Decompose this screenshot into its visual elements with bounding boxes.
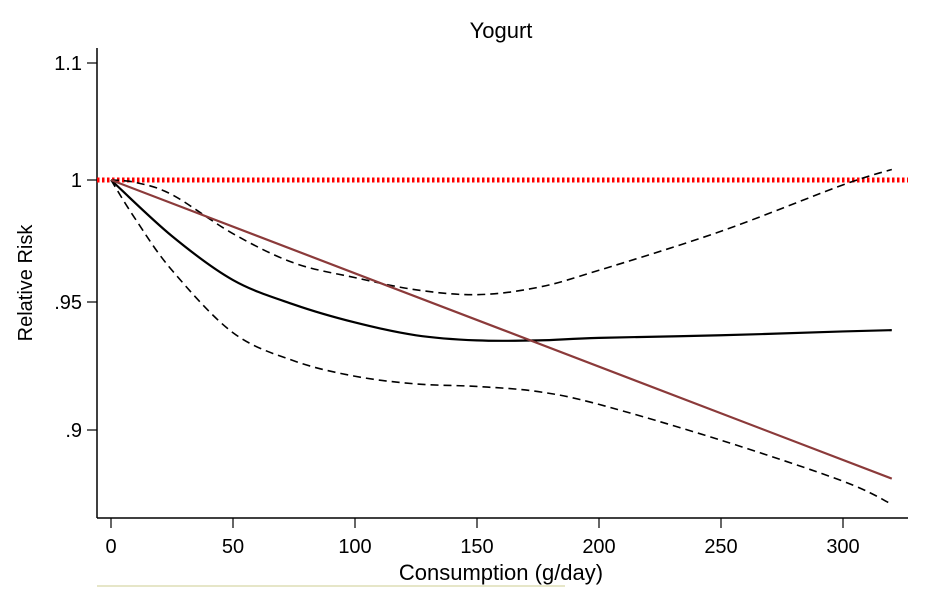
y-tick-label: 1.1 (54, 53, 82, 75)
y-tick-label: .95 (54, 292, 82, 314)
series-line-1 (110, 168, 893, 296)
x-tick-label: 250 (704, 536, 737, 558)
y-axis-label: Relative Risk (15, 224, 37, 342)
y-tick-label: .9 (65, 420, 82, 442)
series-line-3 (110, 178, 893, 480)
x-tick-label: 300 (826, 536, 859, 558)
x-axis-label: Consumption (g/day) (399, 560, 603, 585)
y-tick-label: 1 (71, 170, 82, 192)
x-tick-label: 50 (222, 536, 244, 558)
x-tick-label: 0 (105, 536, 116, 558)
x-tick-label: 200 (582, 536, 615, 558)
x-tick-label: 100 (338, 536, 371, 558)
series-line-2 (110, 179, 893, 505)
series-line-0 (110, 179, 892, 342)
x-tick-label: 150 (460, 536, 493, 558)
chart-title: Yogurt (470, 18, 533, 43)
